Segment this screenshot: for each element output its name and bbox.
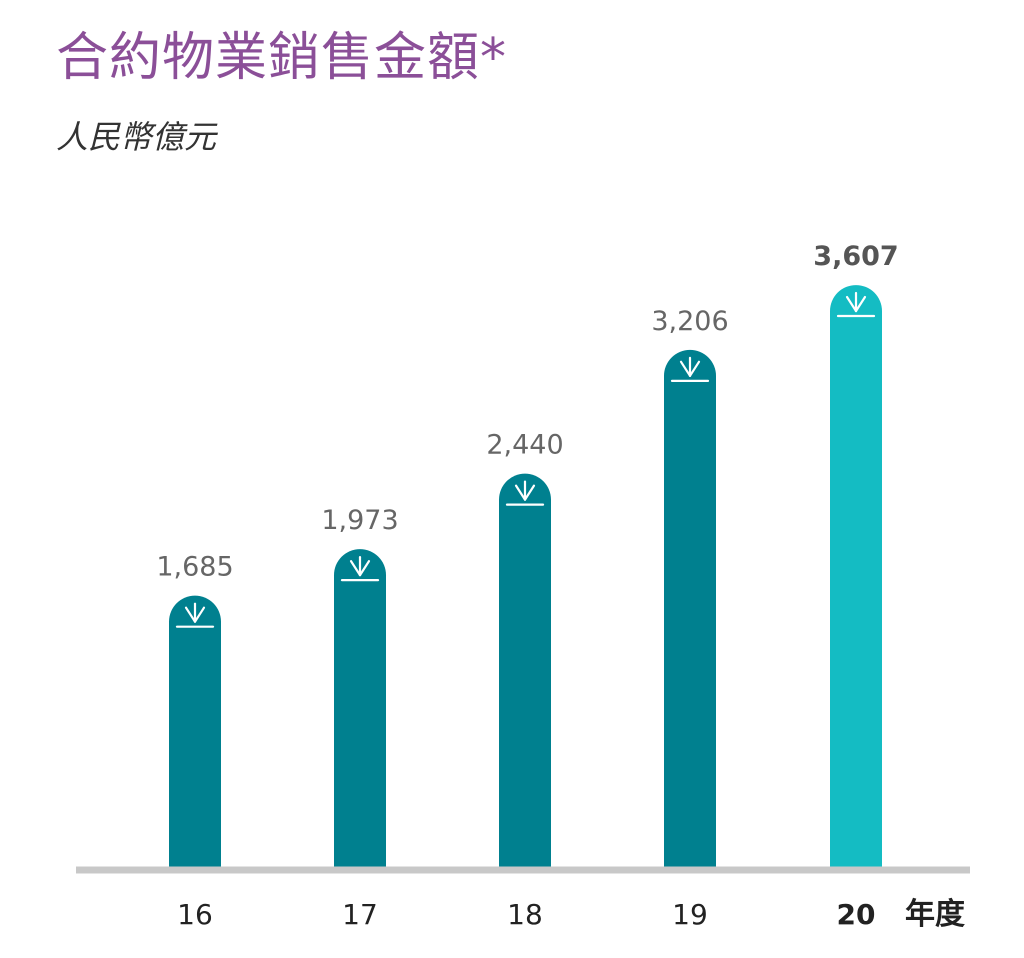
value-label-20: 3,607 <box>813 241 898 272</box>
bar-17 <box>334 549 386 868</box>
down-arrow-icon <box>836 291 876 318</box>
bar-18 <box>499 473 551 868</box>
labels-layer: 1,685 16 1,973 17 2,440 18 3,206 19 3,607 20 <box>156 241 898 931</box>
tick-label-17: 17 <box>342 898 378 931</box>
value-label-19: 3,206 <box>651 306 728 337</box>
down-arrow-icon <box>175 602 215 628</box>
x-axis-unit-label: 年度 <box>905 897 965 932</box>
bars-layer <box>169 285 882 869</box>
bar-19 <box>664 349 716 869</box>
down-arrow-icon <box>670 356 710 382</box>
down-arrow-icon <box>340 556 380 582</box>
tick-label-19: 19 <box>672 898 708 931</box>
value-label-17: 1,973 <box>321 505 398 536</box>
value-label-16: 1,685 <box>156 552 233 583</box>
chart-title: 合約物業銷售金額* <box>56 28 508 88</box>
bar-16 <box>169 595 221 868</box>
chart-subtitle: 人民幣億元 <box>56 118 217 156</box>
value-label-18: 2,440 <box>486 430 563 461</box>
bar-20 <box>830 285 882 868</box>
tick-label-16: 16 <box>177 898 213 931</box>
down-arrow-icon <box>505 480 545 506</box>
tick-label-20: 20 <box>837 898 876 931</box>
tick-label-18: 18 <box>507 898 543 931</box>
